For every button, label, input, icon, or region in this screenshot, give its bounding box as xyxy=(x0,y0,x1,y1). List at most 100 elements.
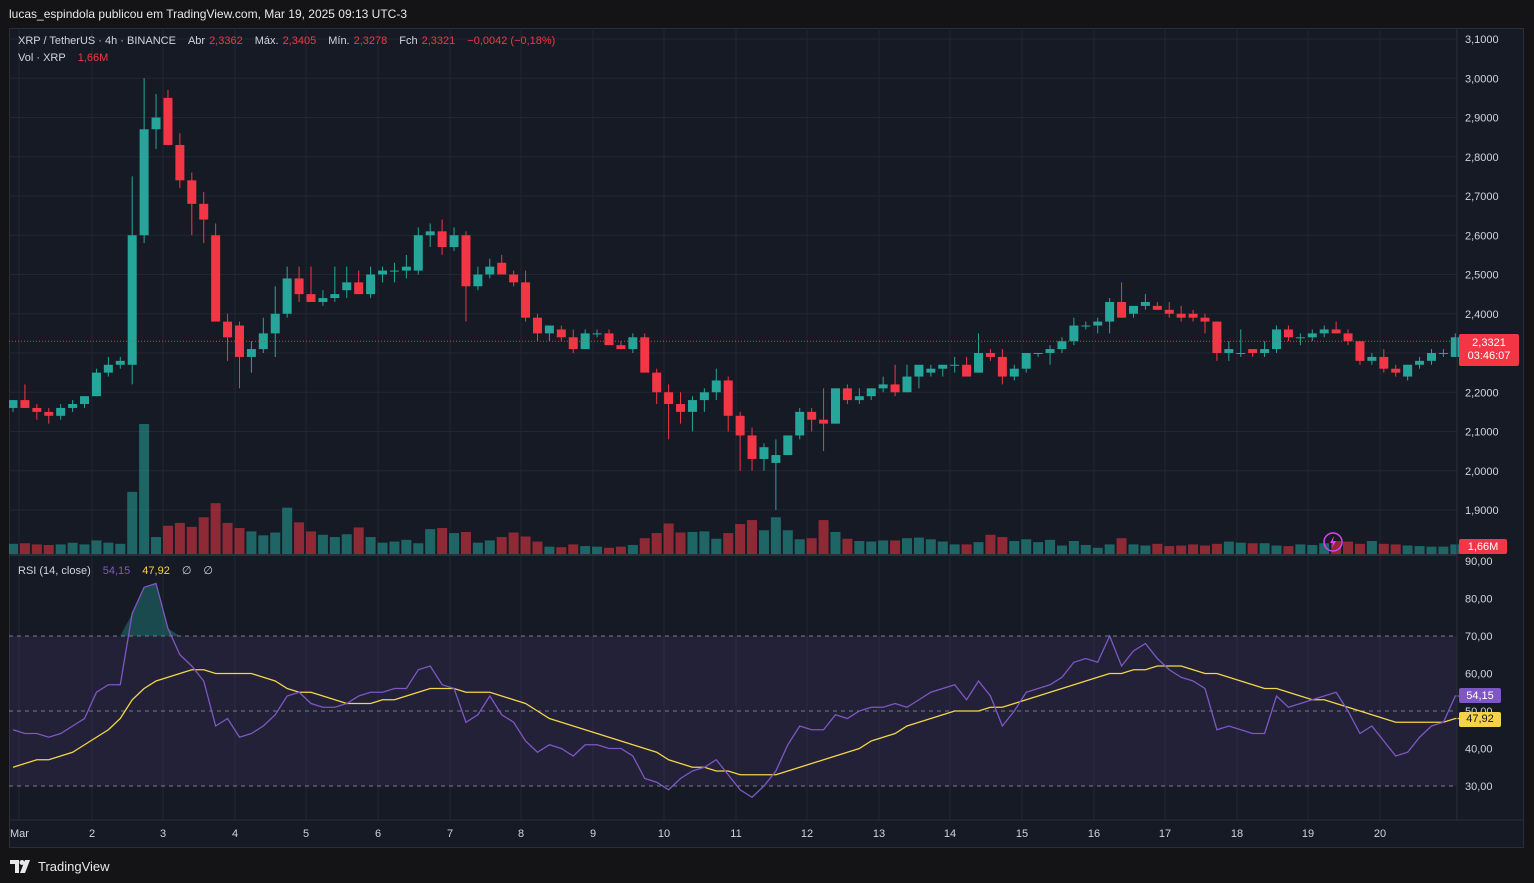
candle-body xyxy=(473,274,483,287)
volume-label[interactable]: Vol · XRP xyxy=(18,52,66,64)
volume-bar xyxy=(306,531,316,554)
candle-body xyxy=(437,231,447,248)
volume-bar xyxy=(735,524,746,554)
candle-body xyxy=(652,372,662,393)
volume-bar xyxy=(115,543,126,554)
candle-body xyxy=(807,411,817,420)
candle xyxy=(151,93,161,149)
candle-body xyxy=(1307,333,1317,338)
candle-body xyxy=(628,337,638,350)
candle-body xyxy=(103,364,113,373)
brand-name[interactable]: TradingView xyxy=(38,859,110,874)
publish-line: lucas_espindola publicou em TradingView.… xyxy=(9,7,408,21)
rsi-value-badge: 54,15 xyxy=(1459,688,1501,703)
volume-bar xyxy=(1259,543,1270,554)
lightning-icon[interactable] xyxy=(1323,532,1343,552)
candle xyxy=(1069,317,1079,346)
time-tick-label: 9 xyxy=(590,828,596,840)
candle-body xyxy=(1224,349,1234,353)
volume-bar xyxy=(568,544,579,554)
rsi-overbought-fill xyxy=(120,583,180,636)
symbol-label[interactable]: XRP / TetherUS · 4h · BINANCE xyxy=(18,35,176,47)
candle-body xyxy=(32,407,42,412)
volume-bar xyxy=(627,544,638,554)
candle xyxy=(830,388,840,424)
candle-body xyxy=(330,294,340,299)
candle xyxy=(938,364,948,377)
rsi-label[interactable]: RSI (14, close) xyxy=(18,564,91,577)
volume-bar xyxy=(782,530,793,554)
rsi-tick-label: 60,00 xyxy=(1465,669,1493,681)
candle-body xyxy=(91,372,101,397)
candle-body xyxy=(556,329,566,338)
rsi-lines xyxy=(12,582,1468,799)
volume-bar xyxy=(830,531,841,554)
candle-body xyxy=(163,97,173,145)
volume-bar xyxy=(937,541,948,554)
volume-bar xyxy=(127,491,138,554)
candle xyxy=(1045,345,1055,365)
candle-body xyxy=(699,392,709,401)
candle xyxy=(616,341,626,350)
candle-body xyxy=(1415,360,1425,365)
candle-body xyxy=(997,356,1007,377)
candle xyxy=(246,341,256,373)
candle-body xyxy=(723,380,733,416)
volume-bar xyxy=(353,527,364,554)
change-value: −0,0042 (−0,18%) xyxy=(467,35,556,47)
candle-body xyxy=(687,400,697,412)
open-value: 2,3362 xyxy=(209,35,243,47)
candle-body xyxy=(890,384,900,393)
volume-bar xyxy=(556,547,567,554)
candle xyxy=(1093,317,1103,334)
candle-body xyxy=(234,325,244,357)
rsi-band xyxy=(9,635,1457,787)
candle-body xyxy=(950,364,960,366)
candle xyxy=(44,407,54,424)
candle xyxy=(819,388,829,452)
candle-body xyxy=(1176,313,1186,318)
volume-bar xyxy=(1426,546,1437,554)
candle xyxy=(497,254,507,275)
candle-body xyxy=(878,384,888,389)
rsi-extra-1: ∅ xyxy=(181,565,192,577)
time-tick-label: 18 xyxy=(1231,828,1243,840)
candle-body xyxy=(1045,349,1055,353)
candle-body xyxy=(902,376,912,393)
chart-canvas[interactable]: 3,1000 3,0000 2,9000 2,8000 2,7000 2,6000 2,50… xyxy=(9,28,1524,848)
candle-body xyxy=(449,235,459,248)
candle xyxy=(318,290,328,306)
rsi-tick-label: 70,00 xyxy=(1465,631,1493,643)
candle-body xyxy=(127,235,137,365)
candle-body xyxy=(1248,349,1258,353)
candle-body xyxy=(759,447,769,459)
candle xyxy=(1212,321,1222,361)
close-label: Fch xyxy=(399,35,418,47)
candle xyxy=(1128,305,1138,318)
time-axis[interactable]: Mar 2 3 4 5 6 7 8 9 10 11 12 13 14 15 16 17 18 19 20 xyxy=(10,828,1386,840)
price-axis[interactable]: 3,1000 3,0000 2,9000 2,8000 2,7000 2,6000 2,50… xyxy=(1465,34,1499,517)
candle xyxy=(509,270,519,287)
volume-bars xyxy=(9,424,1473,554)
candle-body xyxy=(938,364,948,369)
candle xyxy=(1021,353,1031,373)
volume-bar xyxy=(162,525,173,554)
candle xyxy=(580,329,590,350)
candle xyxy=(366,266,376,299)
candle xyxy=(890,364,900,397)
volume-bar xyxy=(91,540,102,554)
candle-body xyxy=(1093,321,1103,326)
candle xyxy=(914,364,924,389)
candle-body xyxy=(270,313,280,334)
candle xyxy=(413,227,423,275)
open-label: Abr xyxy=(187,35,206,47)
time-tick-label: 8 xyxy=(518,828,524,840)
candle xyxy=(127,176,137,385)
candle xyxy=(866,388,876,401)
candle-body xyxy=(771,455,781,463)
volume-bar xyxy=(651,533,662,554)
candle xyxy=(854,388,864,405)
candle xyxy=(306,266,316,302)
time-tick-label: 12 xyxy=(801,828,813,840)
